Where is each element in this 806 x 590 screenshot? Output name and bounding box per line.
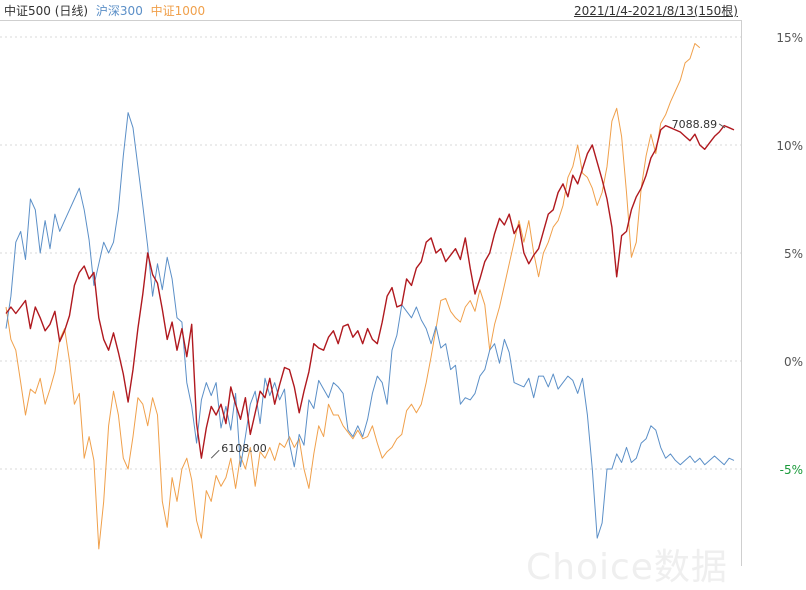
y-tick-label: 5%	[784, 247, 803, 261]
y-tick-label: 0%	[784, 355, 803, 369]
series-line-2	[5, 43, 701, 550]
line-chart: 15% 10% 5% 0% -5% 6108.00 7088.89	[0, 31, 803, 550]
annotation-label: 7088.89	[672, 118, 718, 131]
watermark: Choice数据	[526, 547, 728, 588]
y-axis-line	[741, 20, 742, 566]
chart-legend: 中证500 (日线) 沪深300 中证1000	[4, 2, 209, 20]
legend-hs300: 沪深300	[95, 4, 143, 18]
series-line-0	[5, 124, 735, 459]
date-range-label[interactable]: 2021/1/4-2021/8/13(150根)	[573, 4, 738, 18]
annotation-pointer	[210, 449, 220, 459]
y-tick-label: 10%	[776, 139, 803, 153]
series-line-1	[5, 112, 735, 539]
annotation-pointer	[718, 123, 726, 129]
annotation-label: 6108.00	[221, 442, 267, 455]
legend-main-index: 中证500 (日线)	[4, 4, 89, 18]
top-border	[0, 20, 742, 21]
legend-csi1000: 中证1000	[150, 4, 206, 18]
y-tick-label: 15%	[776, 31, 803, 45]
y-tick-label: -5%	[780, 463, 803, 477]
